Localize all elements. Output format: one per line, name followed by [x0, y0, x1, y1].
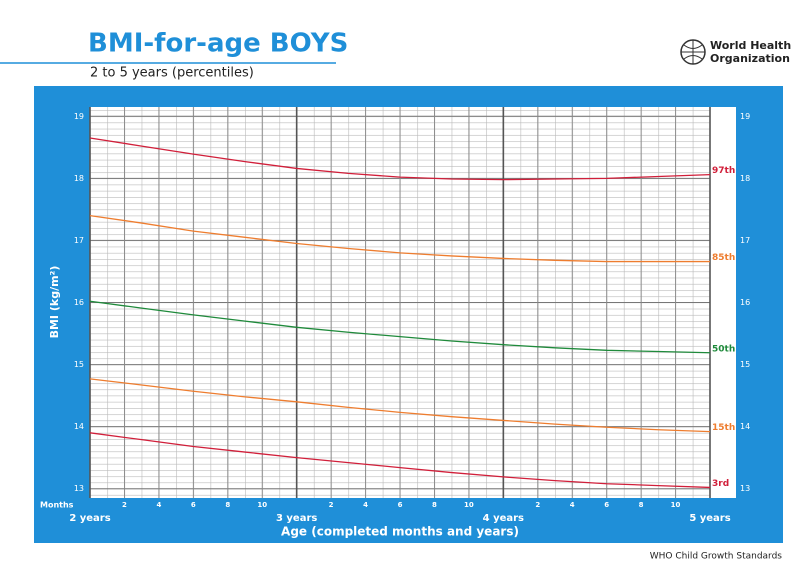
y-tick-label: 15 [740, 360, 750, 369]
series-label: 97th [712, 166, 735, 176]
y-tick-label: 17 [740, 236, 750, 245]
x-tick-label: 4 [156, 501, 161, 509]
x-tick-label: 2 years [69, 513, 110, 524]
source: WHO Child Growth Standards [650, 552, 783, 562]
org-name: World Health [710, 39, 791, 52]
percentile-line [89, 137, 711, 181]
x-tick-label: 2 [329, 501, 334, 509]
x-tick-label: 3 years [276, 513, 317, 524]
x-tick-label: 10 [257, 501, 267, 509]
y-tick-label: 15 [74, 360, 84, 369]
chart-subtitle: 2 to 5 years (percentiles) [90, 66, 254, 81]
percentile-line [89, 214, 710, 263]
y-tick-label: 18 [740, 174, 750, 183]
y-tick-label: 18 [74, 174, 84, 183]
x-tick-label: 10 [464, 501, 474, 509]
x-tick-label: 8 [432, 501, 437, 509]
y-tick-label: 19 [74, 112, 84, 121]
org-name: Organization [710, 52, 790, 65]
y-axis-title: BMI (kg/m²) [48, 266, 61, 339]
x-tick-label: 4 [570, 501, 575, 509]
x-tick-label: 5 years [689, 513, 730, 524]
label-strip [710, 107, 736, 498]
x-tick-label: 8 [225, 501, 230, 509]
percentile-line [89, 300, 711, 354]
x-tick-label: 4 [363, 501, 368, 509]
x-tick-label: 6 [191, 501, 196, 509]
y-tick-label: 14 [74, 422, 84, 431]
x-tick-label: 2 [535, 501, 540, 509]
series-label: 50th [712, 344, 735, 354]
y-tick-label: 19 [740, 112, 750, 121]
y-tick-label: 14 [740, 422, 750, 431]
y-tick-label: 17 [74, 236, 84, 245]
y-tick-label: 16 [740, 298, 750, 307]
x-tick-label: 6 [398, 501, 403, 509]
x-tick-label: 2 [122, 501, 127, 509]
x-tick-label: 8 [639, 501, 644, 509]
x-tick-label: 6 [604, 501, 609, 509]
y-tick-label: 13 [740, 484, 750, 493]
y-tick-label: 13 [74, 484, 84, 493]
x-tick-label: 4 years [483, 513, 524, 524]
x-tick-label: 10 [671, 501, 681, 509]
series-label: 15th [712, 423, 735, 433]
percentile-line [89, 432, 711, 489]
who-logo: World Health Organization [680, 39, 791, 65]
series-label: 3rd [712, 479, 729, 489]
chart-title: BMI-for-age BOYS [88, 29, 348, 59]
x-unit-label: Months [40, 501, 74, 510]
x-axis-title: Age (completed months and years) [281, 525, 519, 539]
series-label: 85th [712, 253, 735, 263]
percentile-line [89, 378, 711, 433]
y-tick-label: 16 [74, 298, 84, 307]
